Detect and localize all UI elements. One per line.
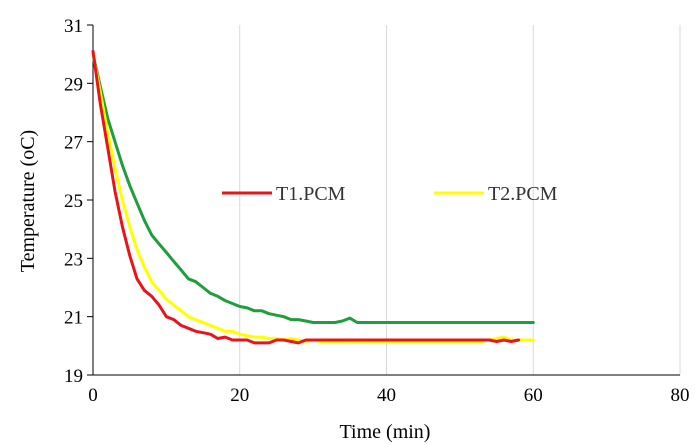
x-tick-label: 40 [377,385,396,406]
x-tick-label: 80 [671,385,690,406]
y-tick-label: 25 [64,191,83,212]
series-line-3 [91,52,535,324]
grid-lines [239,25,681,375]
tick-labels: 19 21 23 25 27 29 31 0 20 40 60 80 [64,16,690,406]
y-axis-title: Temperature (oC) [17,130,39,272]
x-tick-label: 20 [230,385,249,406]
legend-label-2: T2.PCM [488,183,558,205]
x-axis-title: Time (min) [340,421,431,443]
x-tick-label: 60 [524,385,543,406]
y-tick-label: 23 [64,249,83,270]
y-tick-label: 29 [64,74,83,95]
legend: T1.PCM T2.PCM [222,183,558,205]
series-lines [91,49,535,345]
y-tick-label: 27 [64,133,83,154]
series-line-1 [91,49,521,345]
x-tick-label: 0 [88,385,98,406]
y-tick-label: 31 [64,16,83,37]
axes [87,24,680,376]
y-tick-label: 21 [64,308,83,329]
y-tick-label: 19 [64,366,83,387]
legend-label-1: T1.PCM [276,183,346,205]
